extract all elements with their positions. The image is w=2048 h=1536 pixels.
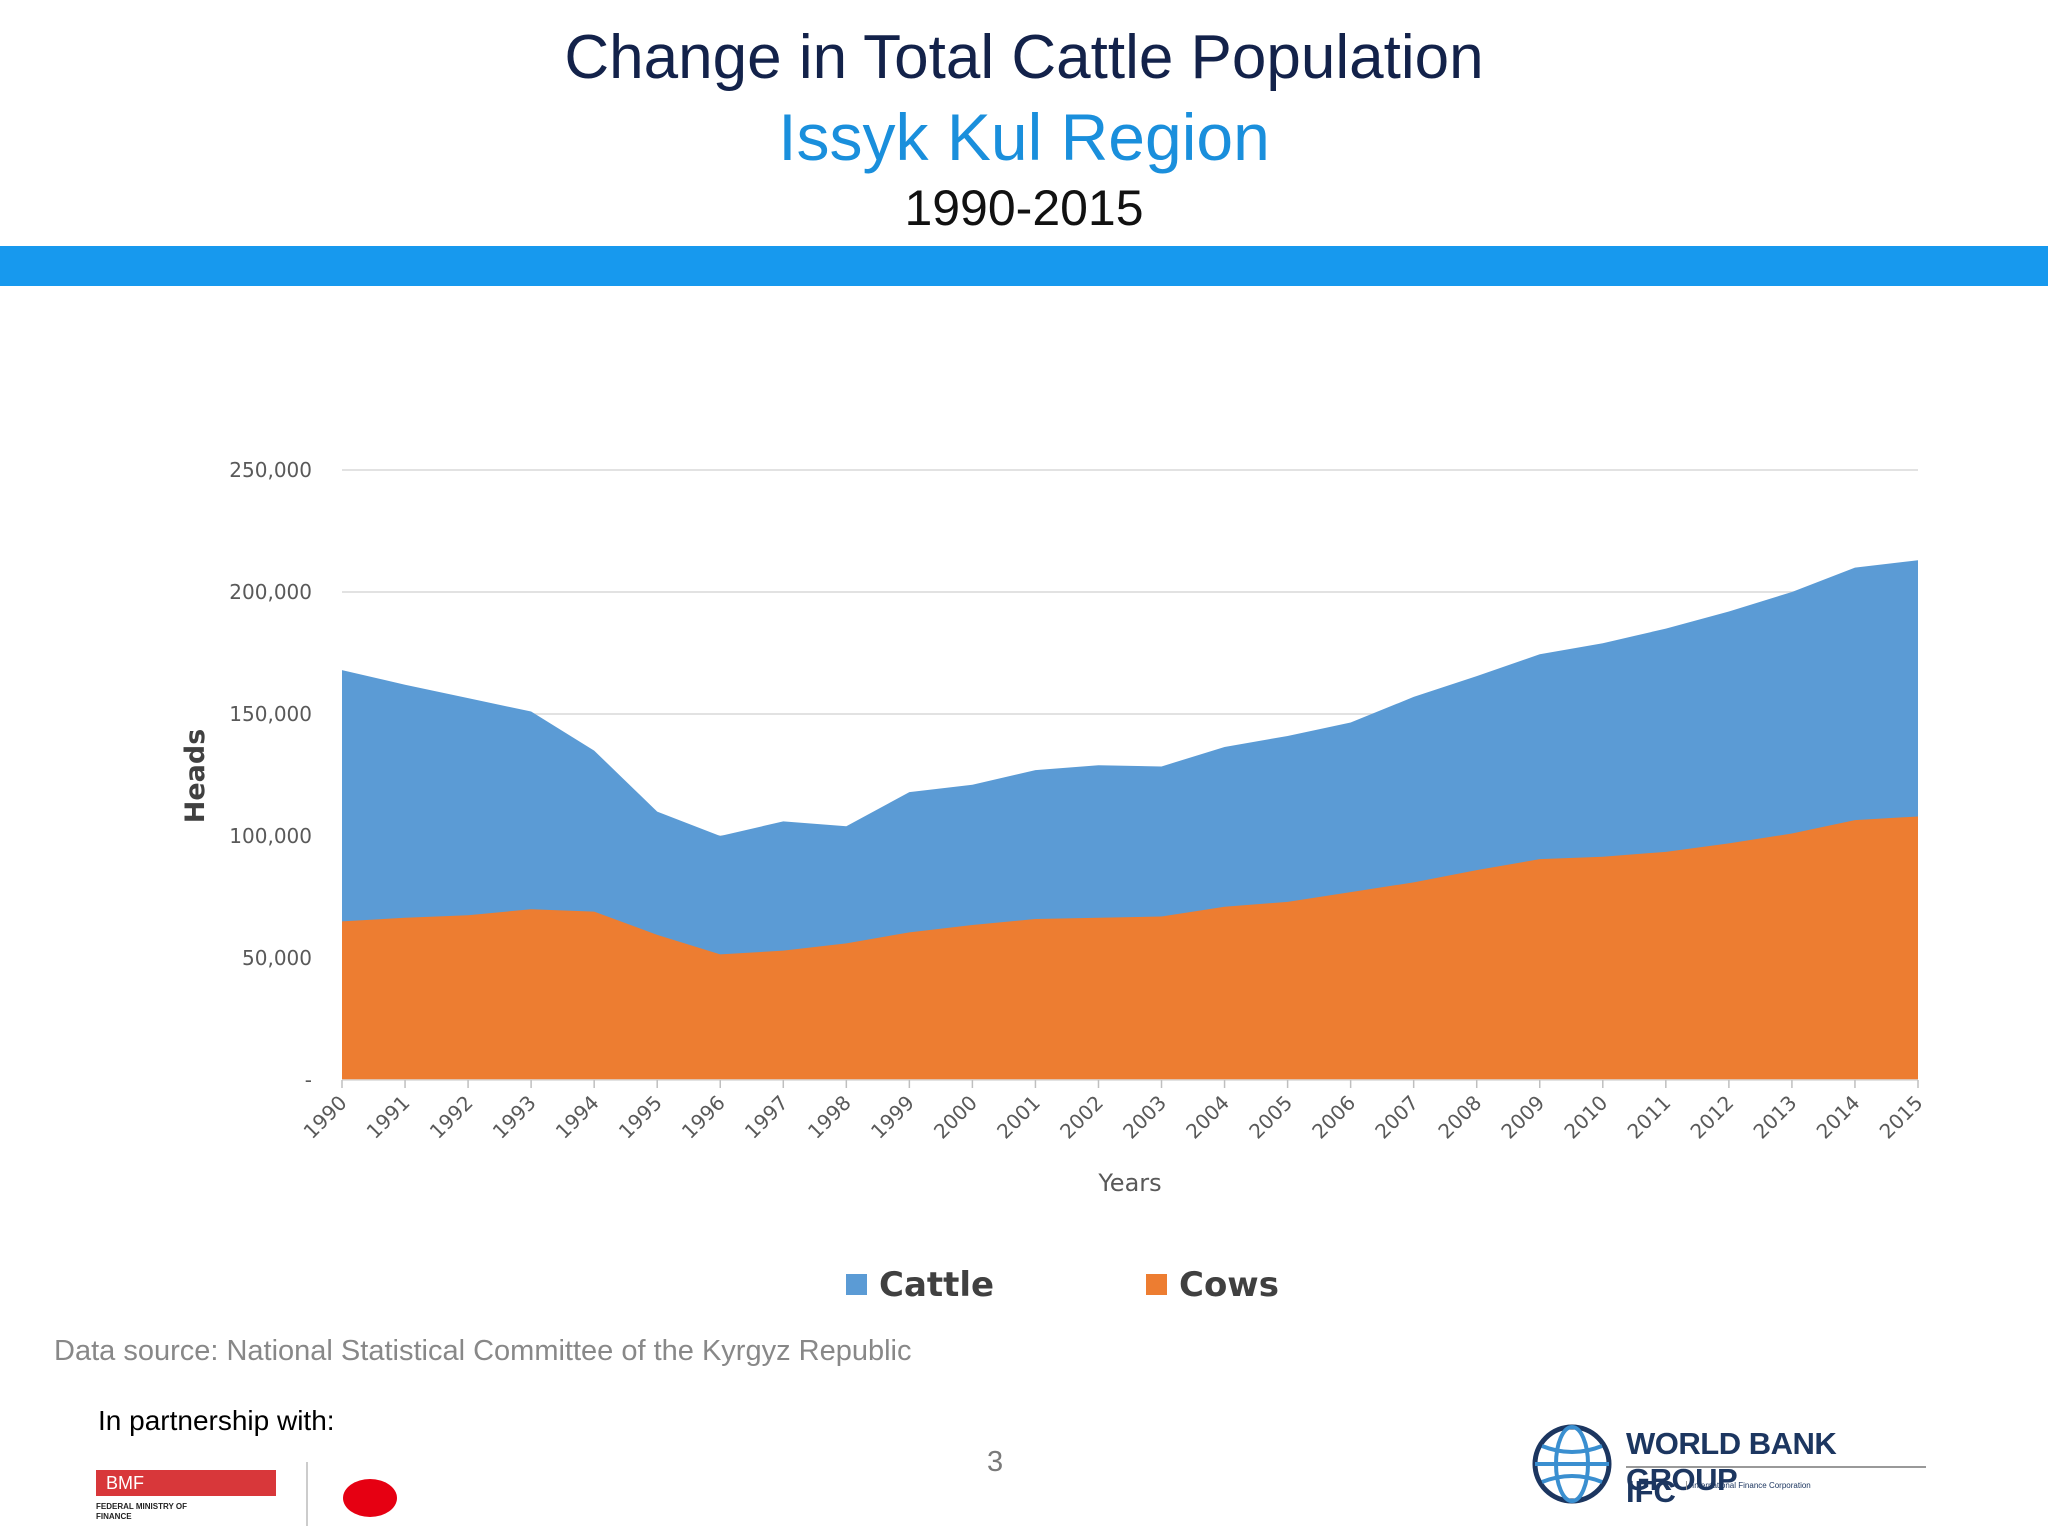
x-tick-label: 2007 [1370, 1091, 1423, 1144]
title-block: Change in Total Cattle Population Issyk … [0, 18, 2048, 240]
page-number: 3 [987, 1446, 1004, 1478]
x-tick-label: 2003 [1118, 1091, 1171, 1144]
page-subtitle: Issyk Kul Region [778, 100, 1270, 174]
x-tick-label: 1994 [551, 1091, 604, 1144]
x-tick-label: 1995 [614, 1091, 667, 1144]
x-tick-label: 2008 [1433, 1091, 1486, 1144]
x-tick-label: 2000 [929, 1091, 982, 1144]
x-tick-label: 1990 [299, 1091, 352, 1144]
x-tick-label: 2010 [1559, 1091, 1612, 1144]
x-tick-label: 1998 [803, 1091, 856, 1144]
y-tick-label: 100,000 [229, 824, 312, 848]
x-tick-label: 2014 [1812, 1091, 1865, 1144]
partnership-label: In partnership with: [98, 1405, 335, 1436]
data-source-note: Data source: National Statistical Commit… [54, 1335, 912, 1367]
x-tick-label: 2004 [1181, 1091, 1234, 1144]
period-label: 1990-2015 [904, 180, 1144, 236]
x-tick-label: 2015 [1875, 1091, 1928, 1144]
ifc-fullname: International Finance Corporation [1686, 1481, 1812, 1490]
x-axis-title: Years [1097, 1169, 1161, 1197]
x-tick-label: 2012 [1685, 1091, 1738, 1144]
globe-icon [1532, 1424, 1612, 1504]
y-tick-label: - [305, 1068, 312, 1092]
japan-flag-icon [343, 1479, 397, 1517]
series-areas [342, 560, 1918, 1080]
x-tick-label: 1993 [488, 1091, 541, 1144]
y-tick-label: 200,000 [229, 580, 312, 604]
page-title: Change in Total Cattle Population [564, 23, 1484, 92]
bmf-logo-fullname: FEDERAL MINISTRY OF FINANCE [96, 1502, 187, 1521]
x-tick-label: 2011 [1622, 1091, 1675, 1144]
x-tick-label: 1997 [740, 1091, 793, 1144]
y-axis-title: Heads [180, 729, 211, 824]
x-tick-label: 2006 [1307, 1091, 1360, 1144]
x-tick-label: 2013 [1748, 1091, 1801, 1144]
legend: Cattle Cows [846, 1265, 1279, 1305]
accent-band [0, 246, 2048, 286]
ifc-name: IFC [1626, 1474, 1676, 1509]
y-tick-label: 50,000 [242, 946, 312, 970]
x-tick-label: 2005 [1244, 1091, 1297, 1144]
y-tick-label: 150,000 [229, 702, 312, 726]
world-bank-logo: WORLD BANK GROUP IFC International Finan… [1530, 1420, 1930, 1520]
partner-divider [306, 1462, 308, 1526]
x-tick-label: 1991 [362, 1091, 415, 1144]
legend-swatch-cattle [846, 1274, 867, 1295]
y-tick-label: 250,000 [229, 458, 312, 482]
bmf-logo-name: BMF [96, 1470, 276, 1496]
bmf-logo: BMF FEDERAL MINISTRY OF FINANCE [96, 1470, 276, 1522]
world-bank-rule [1626, 1466, 1926, 1468]
x-tick-label: 2009 [1496, 1091, 1549, 1144]
x-tick-label: 1999 [866, 1091, 919, 1144]
legend-label-cattle: Cattle [879, 1265, 994, 1305]
x-tick-label: 1992 [425, 1091, 478, 1144]
area-cows [342, 816, 1918, 1080]
x-tick-label: 2002 [1055, 1091, 1108, 1144]
x-tick-label: 1996 [677, 1091, 730, 1144]
x-tick-label: 2001 [992, 1091, 1045, 1144]
legend-swatch-cows [1146, 1274, 1167, 1295]
legend-label-cows: Cows [1179, 1265, 1279, 1305]
